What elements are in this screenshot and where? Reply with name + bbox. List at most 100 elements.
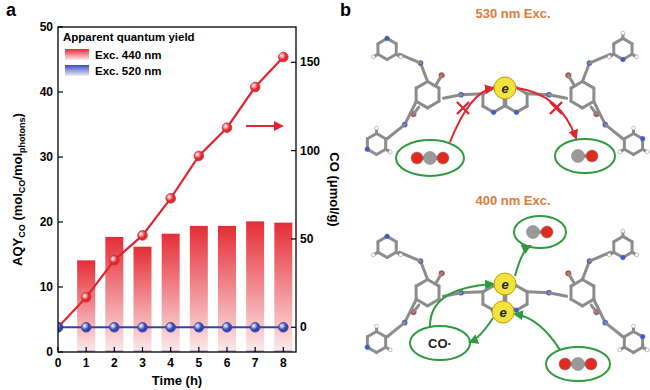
bond — [416, 82, 427, 89]
electron-label: e — [499, 305, 506, 320]
panel-title: 530 nm Exc. — [475, 6, 550, 21]
arrow — [430, 284, 493, 326]
marker — [81, 292, 91, 302]
axis-pointer — [246, 125, 282, 127]
blocked-mark — [457, 102, 469, 114]
y-axis-label-part: ) — [10, 113, 25, 117]
bar — [162, 234, 180, 352]
atom — [375, 324, 379, 328]
bond — [436, 273, 441, 282]
atom — [586, 150, 598, 162]
electron-label: e — [501, 81, 508, 96]
y-tick-label: 20 — [40, 215, 54, 229]
marker — [81, 322, 91, 332]
bond — [623, 236, 632, 241]
atom — [388, 348, 392, 352]
bond — [633, 347, 642, 352]
bond — [589, 54, 610, 63]
y2-axis-label: CO (μmol/g) — [327, 152, 342, 226]
bond — [612, 44, 615, 55]
bond — [416, 280, 427, 287]
species-ellipse — [555, 139, 615, 173]
bond — [437, 286, 440, 299]
bar — [246, 221, 264, 352]
atom — [365, 345, 370, 350]
bond — [526, 94, 529, 106]
atom — [424, 152, 437, 165]
bar — [274, 223, 292, 352]
bond — [405, 102, 416, 125]
y-tick — [58, 91, 63, 92]
marker — [110, 322, 120, 332]
bar — [218, 226, 236, 352]
bond — [399, 54, 420, 63]
molecule — [365, 229, 649, 352]
atom — [371, 253, 375, 257]
atom — [514, 110, 519, 115]
bar — [190, 226, 208, 352]
x-tick-label: 1 — [83, 356, 90, 370]
atom — [572, 358, 585, 371]
bond — [395, 242, 398, 253]
bar — [133, 247, 151, 352]
atom — [640, 136, 645, 141]
y-tick — [58, 286, 63, 287]
bond — [623, 337, 626, 348]
bond — [395, 44, 398, 55]
marker — [279, 322, 289, 332]
bond — [549, 95, 567, 99]
legend-label: Exc. 440 nm — [95, 49, 161, 61]
bond — [415, 88, 418, 101]
marker — [222, 123, 232, 133]
atom — [572, 150, 585, 163]
y-tick-label: 10 — [40, 280, 54, 294]
y-axis-label-part: CO — [17, 224, 27, 238]
bond — [612, 242, 615, 253]
bond — [549, 293, 567, 297]
atom — [645, 348, 649, 352]
atom — [514, 308, 519, 313]
bond — [481, 94, 484, 106]
x-tick — [57, 347, 58, 352]
atom — [635, 253, 639, 257]
species-ellipse — [410, 326, 470, 360]
y-axis-label-part: /mol — [10, 153, 25, 180]
y2-tick-label: 0 — [300, 320, 307, 334]
bond — [623, 139, 626, 150]
y2-tick — [291, 238, 296, 239]
atom — [618, 348, 622, 352]
x-tick — [170, 347, 171, 352]
bond — [624, 149, 633, 154]
bond — [631, 44, 634, 55]
marker — [194, 322, 204, 332]
atom — [365, 147, 370, 152]
atom — [635, 55, 639, 59]
bond — [443, 95, 461, 99]
marker — [250, 322, 260, 332]
bond — [623, 38, 632, 43]
bond — [568, 273, 573, 282]
marker — [250, 82, 260, 92]
atom — [645, 150, 649, 154]
bond — [377, 331, 386, 336]
y-tick-label: 0 — [46, 345, 53, 359]
bond — [594, 300, 605, 323]
bond — [614, 236, 623, 241]
figure: ab01234567801020304050050100150Time (h)A… — [0, 0, 650, 390]
atom — [385, 234, 390, 239]
x-tick-label: 2 — [111, 356, 118, 370]
bond — [631, 242, 634, 253]
bond — [605, 125, 623, 139]
x-tick-label: 7 — [252, 356, 259, 370]
bond — [367, 133, 376, 138]
bond — [387, 323, 405, 337]
bond — [415, 286, 418, 299]
panel-label: a — [6, 0, 17, 20]
bond — [571, 101, 582, 108]
bond — [582, 82, 593, 89]
x-tick — [114, 347, 115, 352]
atom — [620, 255, 625, 260]
bond — [614, 38, 623, 43]
bond — [516, 286, 527, 292]
electron — [492, 301, 514, 323]
